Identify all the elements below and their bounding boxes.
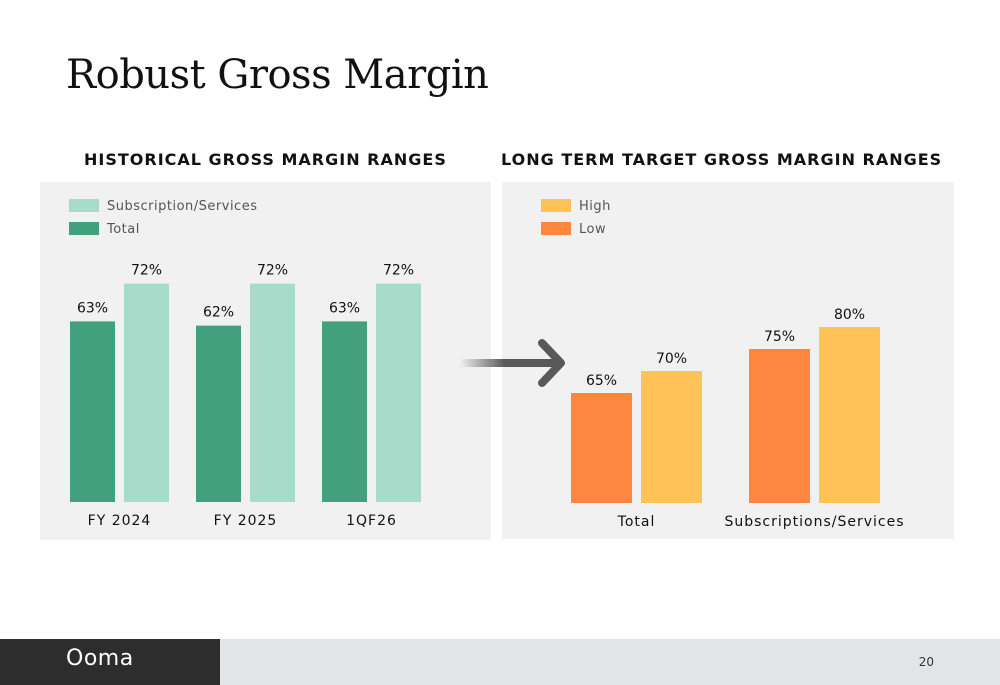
target-chart-title: LONG TERM TARGET GROSS MARGIN RANGES xyxy=(501,150,943,169)
page-title: Robust Gross Margin xyxy=(66,52,489,98)
legend-label-subscription-services: Subscription/Services xyxy=(107,199,257,214)
legend-label-low: Low xyxy=(579,222,606,237)
right-arrow-icon xyxy=(460,339,565,387)
bar-high-1 xyxy=(819,327,880,503)
bar-total-2 xyxy=(322,321,367,502)
data-label: 62% xyxy=(203,305,234,321)
legend-swatch-subscription-services xyxy=(69,199,99,212)
bar-subscription-services-0 xyxy=(124,283,169,502)
data-label: 72% xyxy=(383,263,414,279)
bar-low-1 xyxy=(749,349,810,503)
category-label: 1QF26 xyxy=(346,513,397,529)
category-label: Total xyxy=(617,514,656,530)
legend-swatch-total xyxy=(69,222,99,235)
data-label: 63% xyxy=(77,300,108,316)
legend-swatch-low xyxy=(541,222,571,235)
historical-chart: Subscription/Services Total 63% 72% FY 2024 6… xyxy=(69,199,421,529)
data-label: 72% xyxy=(257,263,288,279)
ooma-logo: Ooma xyxy=(66,646,134,671)
data-label: 72% xyxy=(131,263,162,279)
legend-label-high: High xyxy=(579,199,611,214)
data-label: 63% xyxy=(329,300,360,316)
category-label: Subscriptions/Services xyxy=(724,514,904,530)
category-label: FY 2025 xyxy=(214,513,278,529)
footer-logo-bar xyxy=(0,639,220,685)
target-chart-panel: High Low 65% 70% Total 75% 80% Subscriptions/Se… xyxy=(502,182,954,539)
bar-total-1 xyxy=(196,325,241,502)
bar-low-0 xyxy=(571,393,632,503)
historical-chart-title: HISTORICAL GROSS MARGIN RANGES xyxy=(84,150,447,169)
bar-high-0 xyxy=(641,371,702,503)
data-label: 80% xyxy=(834,307,865,323)
bar-subscription-services-1 xyxy=(250,283,295,502)
historical-chart-panel: Subscription/Services Total 63% 72% FY 2024 6… xyxy=(40,182,491,540)
category-label: FY 2024 xyxy=(88,513,152,529)
page-number: 20 xyxy=(918,655,934,669)
legend-swatch-high xyxy=(541,199,571,212)
footer-bar xyxy=(220,639,1000,685)
data-label: 70% xyxy=(656,351,687,367)
data-label: 65% xyxy=(586,373,617,389)
target-chart: High Low 65% 70% Total 75% 80% Subscriptions/Se… xyxy=(541,199,904,530)
legend-label-total: Total xyxy=(106,222,140,237)
bar-subscription-services-2 xyxy=(376,283,421,502)
bar-total-0 xyxy=(70,321,115,502)
data-label: 75% xyxy=(764,329,795,345)
